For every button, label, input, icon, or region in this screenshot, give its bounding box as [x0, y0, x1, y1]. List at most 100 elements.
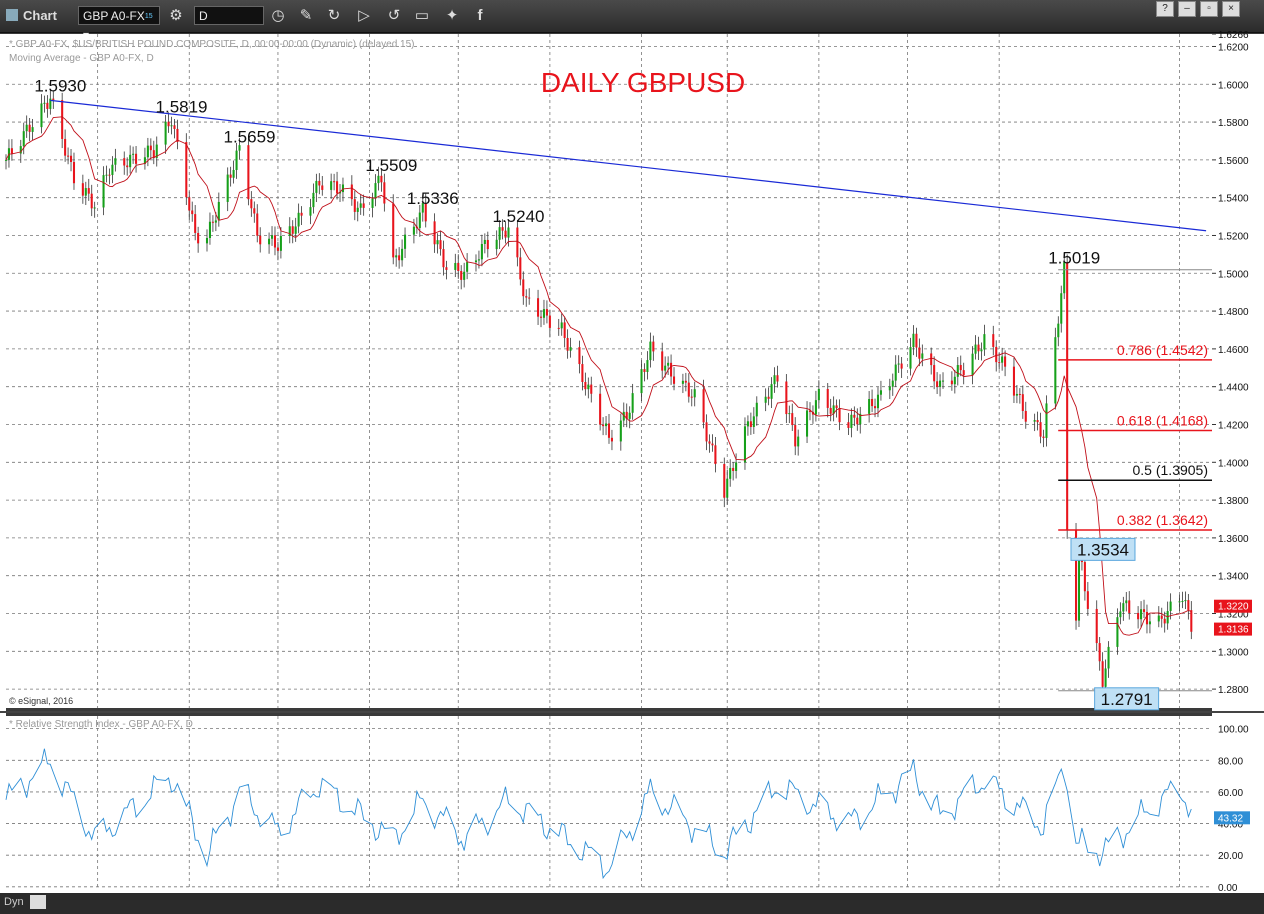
status-dyn: Dyn	[4, 896, 24, 908]
candle-body	[460, 270, 463, 280]
history-icon[interactable]: ↺	[387, 7, 401, 24]
candle-body	[525, 296, 528, 298]
candle-body	[297, 212, 300, 227]
candle-body	[1128, 600, 1131, 613]
candle-body	[1163, 618, 1166, 624]
fib-level-label: 0.382 (1.3642)	[1117, 512, 1208, 528]
candle-body	[312, 192, 315, 208]
candle-body	[1021, 394, 1024, 412]
y-tick-label: 1.6000	[1218, 80, 1249, 91]
candle-body	[84, 188, 87, 196]
candle-body	[1101, 661, 1104, 687]
candle-body	[625, 411, 628, 419]
candle-body	[684, 380, 687, 383]
swing-label: 1.5509	[365, 156, 417, 175]
candle-body	[1012, 366, 1015, 396]
candle-body	[1045, 403, 1048, 438]
minimize-button[interactable]: –	[1178, 1, 1196, 17]
candle-body	[129, 154, 132, 168]
status-toggle-icon[interactable]	[30, 895, 46, 909]
candle-body	[439, 240, 442, 250]
candle-body	[610, 437, 613, 442]
candle-body	[61, 100, 64, 139]
candle-body	[681, 380, 684, 384]
candle-body	[276, 247, 279, 251]
candle-body	[132, 153, 135, 155]
candle-body	[111, 164, 114, 175]
candle-body	[300, 212, 303, 216]
candle-body	[1098, 643, 1101, 662]
candle-body	[1054, 337, 1057, 404]
candle-body	[667, 362, 670, 366]
rsi-line	[5, 748, 1192, 880]
candle-body	[912, 333, 915, 348]
twitter-icon[interactable]: ✦	[445, 7, 459, 24]
y-tick-label: 1.3200	[1218, 609, 1249, 620]
candle-body	[398, 255, 401, 261]
candle-body	[176, 128, 179, 143]
rsi-value-box	[1214, 811, 1250, 825]
candle-body	[1042, 436, 1045, 438]
candle-body	[466, 262, 469, 272]
candle-body	[649, 341, 652, 361]
candle-body	[1148, 621, 1151, 625]
moving-average-line	[5, 116, 1192, 636]
candle-body	[1169, 601, 1172, 611]
candle-body	[652, 341, 655, 352]
bottom-margin	[0, 890, 1264, 893]
candle-body	[664, 365, 667, 371]
candle-body	[817, 388, 820, 401]
candle-body	[338, 192, 342, 194]
candle-body	[205, 237, 209, 244]
settings-icon[interactable]: ⚙	[169, 7, 183, 24]
interval-input[interactable]: D	[194, 6, 264, 25]
swing-label: 1.5240	[493, 207, 545, 226]
candle-body	[936, 381, 939, 387]
candle-body	[442, 249, 445, 268]
maximize-button[interactable]: ▫	[1200, 1, 1218, 17]
swing-label: 1.5659	[224, 128, 276, 147]
candle-body	[619, 420, 622, 442]
rsi-tick-label: 60.00	[1218, 788, 1243, 799]
candle-body	[897, 363, 900, 365]
candle-body	[253, 208, 256, 214]
candle-body	[729, 467, 732, 479]
candle-body	[501, 227, 504, 231]
refresh-icon[interactable]: ↻	[327, 7, 341, 24]
candle-body	[309, 207, 312, 216]
candle-body	[185, 142, 188, 198]
candle-body	[164, 121, 167, 145]
candle-body	[28, 124, 31, 132]
candle-body	[105, 174, 108, 176]
help-button[interactable]: ?	[1156, 1, 1174, 17]
window-title: Chart	[6, 8, 57, 23]
play-icon[interactable]: ▷	[358, 7, 370, 24]
y-tick-label: 1.6266	[1218, 30, 1249, 41]
candle-body	[217, 201, 220, 221]
candle-body	[49, 98, 52, 109]
candle-body	[992, 334, 995, 347]
candle-body	[87, 188, 90, 194]
candle-body	[563, 322, 566, 338]
candle-body	[522, 279, 525, 297]
candle-body	[126, 165, 129, 168]
candle-body	[424, 203, 427, 222]
candle-body	[873, 406, 877, 409]
rsi-tick-label: 100.00	[1218, 725, 1249, 736]
candle-body	[950, 380, 953, 385]
price-panel	[6, 34, 1212, 708]
y-tick-label: 1.4000	[1218, 458, 1249, 469]
boxed-label: 1.2791	[1101, 690, 1153, 709]
candle-body	[770, 384, 773, 399]
pencil-icon[interactable]: ✎	[299, 7, 313, 24]
candle-body	[1077, 546, 1081, 621]
candle-body	[735, 462, 738, 471]
candle-body	[959, 365, 962, 371]
close-button[interactable]: ×	[1222, 1, 1240, 17]
facebook-icon[interactable]: f	[477, 7, 483, 24]
clock-icon[interactable]: ◷	[271, 7, 285, 24]
comment-icon[interactable]: ▭	[414, 7, 430, 24]
candle-body	[25, 124, 28, 132]
candle-body	[998, 362, 1001, 364]
